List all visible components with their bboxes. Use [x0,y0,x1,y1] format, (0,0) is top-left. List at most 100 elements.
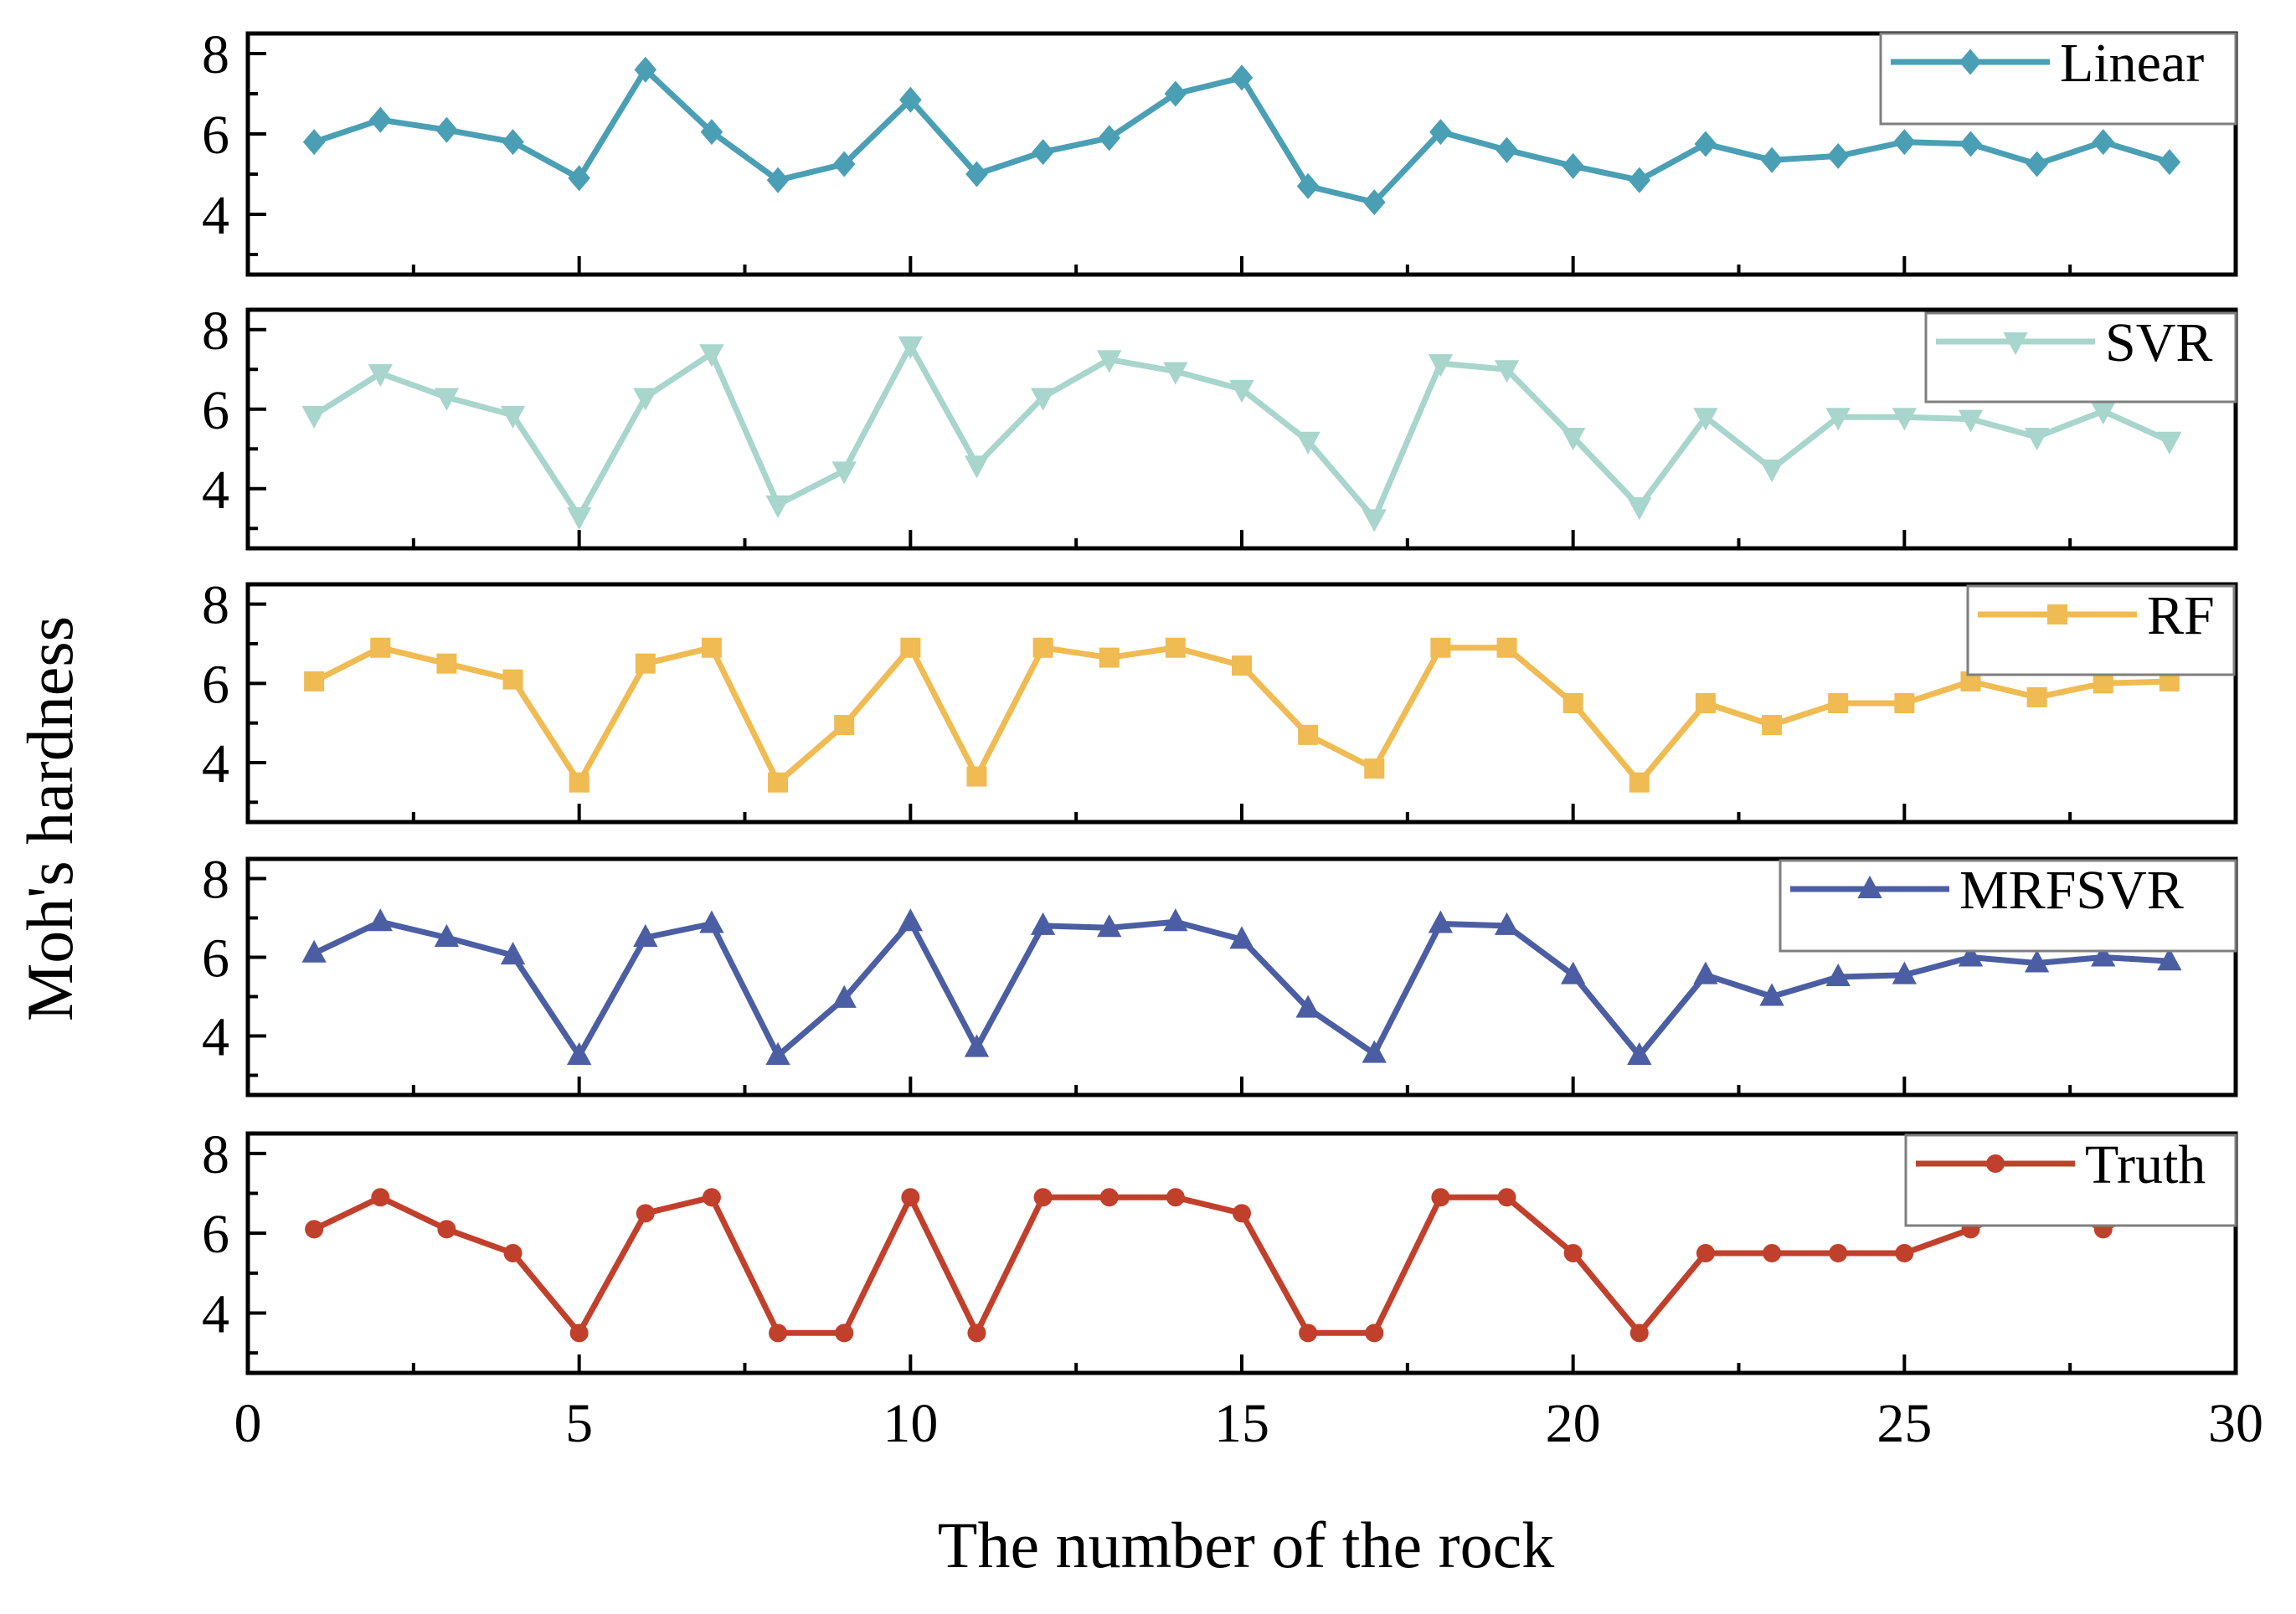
data-point [1893,129,1916,156]
x-tick-label: 20 [1546,1393,1601,1454]
data-point [1495,136,1518,163]
data-point [633,923,658,947]
y-tick-label: 6 [202,928,229,989]
panel-mrfsvr: 4 6 8 MRFSVR [202,850,2238,1097]
panel-rf: 4 6 8 RF [202,575,2238,825]
data-point [634,56,657,83]
data-point [1431,1188,1450,1207]
plot-frame [245,582,2238,825]
y-tick-label: 6 [202,105,229,166]
data-point [1958,943,1984,967]
data-point [1494,912,1520,935]
data-point [699,910,724,933]
data-point [371,1188,390,1207]
legend: RF [1966,584,2236,676]
legend-box [1879,32,2237,126]
data-point [1629,772,1650,793]
data-point [1229,926,1254,949]
data-point [699,344,724,368]
data-point [1563,1244,1583,1262]
data-point [1496,637,1517,658]
y-tick-label: 8 [202,575,229,636]
data-point [901,1188,920,1207]
data-point [2093,673,2113,694]
data-point [633,388,658,411]
data-point [1365,1324,1384,1343]
legend-marker [1986,1154,2005,1173]
panel-linear: 4 6 8 Linear [202,24,2238,277]
data-point [1362,189,1386,216]
data-point [1295,431,1320,455]
y-tick-label: 8 [202,850,229,911]
x-tick-label: 0 [234,1393,262,1454]
data-point [769,1324,788,1343]
data-point [1033,1188,1053,1207]
panel-truth: 4 6 8 Truth [202,1124,2238,1375]
data-point [502,669,523,690]
y-tick-label: 4 [202,1284,229,1345]
data-point [1163,908,1188,932]
data-point [502,129,524,156]
legend-label: Truth [2085,1134,2206,1195]
data-point [368,908,393,932]
data-point [1429,119,1452,146]
data-point [1627,1041,1652,1065]
x-axis-tick-labels: 0 5 10 15 20 25 30 [234,1393,2264,1454]
y-tick-label: 8 [202,301,229,362]
data-point [1030,388,1056,411]
data-point [766,167,790,193]
data-point [1562,152,1584,179]
data-point [1232,655,1252,676]
data-point [1759,983,1784,1006]
data-point [1165,637,1186,658]
data-point [1299,1324,1318,1343]
data-point [831,984,857,1008]
legend-box [1924,311,2237,404]
y-tick-label: 4 [202,733,229,794]
legend-marker [2047,604,2067,625]
legend: SVR [1924,311,2237,404]
data-point [702,1188,721,1207]
data-point [1362,509,1387,532]
x-axis-title: The number of the rock [938,1509,1554,1581]
data-point [304,671,325,691]
data-point [899,86,922,113]
y-tick-label: 4 [202,185,229,246]
data-point [305,1220,324,1239]
data-point [1562,693,1583,713]
data-point [964,455,990,479]
data-point [434,923,460,947]
data-point [1097,350,1122,373]
data-point [1760,146,1784,173]
y-tick-label: 4 [202,1007,229,1068]
legend-box [1779,859,2237,953]
data-point [768,772,789,793]
legend-label: MRFSVR [1959,860,2184,921]
y-axis-title: Moh's hardness [13,616,86,1021]
x-tick-label: 15 [1214,1393,1269,1454]
data-point [1099,647,1120,668]
data-point [1295,995,1320,1018]
data-point [370,637,391,658]
data-point [1825,963,1851,986]
data-point [1298,724,1319,745]
data-point [2024,949,2050,973]
data-point [967,1324,986,1343]
data-point [1430,637,1451,658]
data-point [1233,1204,1251,1223]
y-tick-label: 6 [202,380,229,441]
data-point [1560,961,1586,984]
data-point [435,116,458,143]
legend-marker [1857,875,1882,898]
data-point [2158,149,2181,176]
y-tick-label: 6 [202,654,229,715]
data-point [900,637,921,658]
data-point [1628,167,1651,193]
data-point [765,495,790,518]
chart-panels: 4 6 8 Linear 4 6 8 SVR 4 6 8 RF 4 6 8 MRFSVR 4 6 8 Truth [202,24,2238,1375]
data-point [1762,715,1783,736]
x-tick-label: 30 [2208,1393,2263,1454]
y-tick-label: 8 [202,1124,229,1185]
x-tick-label: 10 [883,1393,938,1454]
